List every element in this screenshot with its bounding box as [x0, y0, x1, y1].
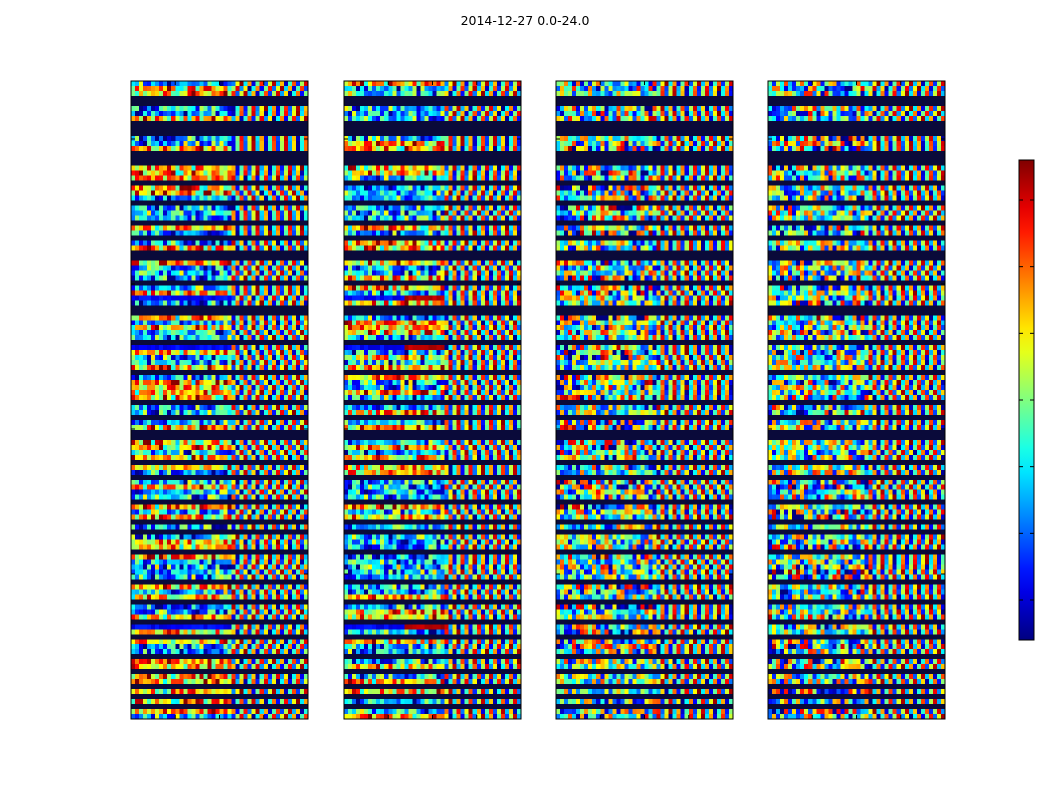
figure-title: 2014-12-27 0.0-24.0 [460, 13, 590, 28]
panel-4 [767, 80, 946, 720]
panel-1 [130, 80, 309, 720]
panel-2 [343, 80, 522, 720]
phase-heatmap-3 [556, 81, 734, 720]
phase-heatmap-2 [344, 81, 522, 720]
colorbar [1018, 159, 1035, 641]
panel-3 [555, 80, 734, 720]
phase-heatmap-4 [768, 81, 946, 720]
phase-heatmap-1 [131, 81, 309, 720]
